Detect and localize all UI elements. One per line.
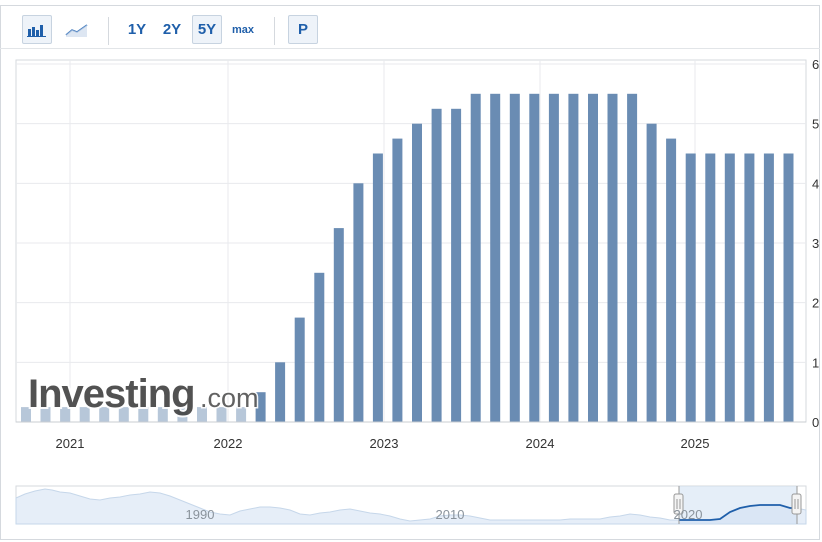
watermark-suffix: .com — [200, 383, 259, 413]
bar[interactable] — [118, 407, 129, 422]
bar[interactable] — [568, 93, 579, 423]
bar[interactable] — [509, 93, 520, 423]
bar[interactable] — [40, 407, 51, 422]
bar[interactable] — [744, 153, 755, 423]
bar[interactable] — [275, 362, 286, 422]
bar[interactable] — [646, 123, 657, 422]
bar[interactable] — [138, 407, 149, 422]
navigator[interactable]: 1990 2010 2020 — [15, 485, 807, 525]
bar[interactable] — [197, 407, 207, 422]
navigator-selected-series — [679, 504, 797, 521]
bar[interactable] — [294, 317, 305, 422]
watermark-brand: Investing — [28, 372, 195, 416]
range-1y-button[interactable]: 1Y — [127, 21, 147, 38]
y-tick-label: 5 — [812, 117, 819, 132]
bar[interactable] — [451, 108, 462, 423]
bar[interactable] — [353, 183, 364, 422]
bar-chart-icon — [27, 24, 46, 37]
navigator-left-handle[interactable] — [673, 493, 684, 515]
bar[interactable] — [724, 153, 735, 423]
y-tick-label: 0 — [812, 415, 819, 430]
navigator-label-1990: 1990 — [186, 507, 215, 522]
range-5y-button[interactable]: 5Y — [192, 15, 222, 44]
bar[interactable] — [588, 93, 598, 423]
navigator-right-handle[interactable] — [791, 493, 802, 515]
bar[interactable] — [431, 108, 442, 423]
bar[interactable] — [216, 407, 227, 422]
bar[interactable] — [607, 93, 618, 423]
y-tick-label: 6 — [812, 57, 819, 72]
y-tick-label: 3 — [812, 236, 819, 251]
investing-watermark: Investing .com — [26, 370, 260, 418]
toolbar-divider — [274, 17, 275, 45]
bar[interactable] — [627, 93, 638, 423]
x-tick-label: 2024 — [526, 436, 555, 451]
x-tick-label: 2025 — [681, 436, 710, 451]
toolbar-divider — [108, 17, 109, 45]
x-axis: 2021 2022 2023 2024 2025 — [16, 421, 806, 451]
range-2y-button[interactable]: 2Y — [162, 21, 182, 38]
bar[interactable] — [372, 153, 383, 423]
y-tick-label: 1 — [812, 355, 819, 370]
bar[interactable] — [705, 153, 716, 423]
bar[interactable] — [548, 93, 559, 423]
bar[interactable] — [255, 392, 266, 422]
bar[interactable] — [333, 228, 344, 422]
navigator-label-2010: 2010 — [436, 507, 465, 522]
bar-series[interactable] — [21, 93, 794, 423]
bar-chart-button[interactable] — [22, 15, 52, 44]
bar[interactable] — [99, 407, 110, 422]
range-max-button[interactable]: max — [231, 23, 255, 36]
navigator-label-2020: 2020 — [674, 507, 703, 522]
y-tick-label: 2 — [812, 296, 819, 311]
bar[interactable] — [157, 407, 168, 422]
bar[interactable] — [470, 93, 481, 423]
bar[interactable] — [60, 407, 71, 422]
bar[interactable] — [177, 407, 188, 422]
bar[interactable] — [685, 153, 696, 423]
chart-frame — [0, 5, 820, 540]
line-chart-button[interactable] — [62, 15, 92, 44]
bar[interactable] — [314, 272, 325, 422]
x-tick-label: 2022 — [214, 436, 243, 451]
bar[interactable] — [783, 153, 794, 423]
period-button[interactable]: P — [288, 15, 318, 44]
y-axis: 0 1 2 3 4 5 6 — [812, 57, 819, 430]
bar[interactable] — [21, 407, 31, 422]
x-tick-label: 2023 — [370, 436, 399, 451]
bar[interactable] — [490, 93, 501, 423]
bar[interactable] — [763, 153, 774, 423]
bar[interactable] — [392, 138, 403, 422]
bar[interactable] — [666, 138, 677, 422]
bar[interactable] — [79, 407, 90, 422]
bar[interactable] — [529, 93, 540, 423]
chart-toolbar: 1Y 2Y 5Y max P — [0, 5, 820, 49]
y-tick-label: 4 — [812, 176, 819, 191]
bar[interactable] — [412, 123, 422, 422]
line-chart-icon — [65, 23, 88, 37]
bar[interactable] — [236, 407, 247, 422]
x-tick-label: 2021 — [56, 436, 85, 451]
